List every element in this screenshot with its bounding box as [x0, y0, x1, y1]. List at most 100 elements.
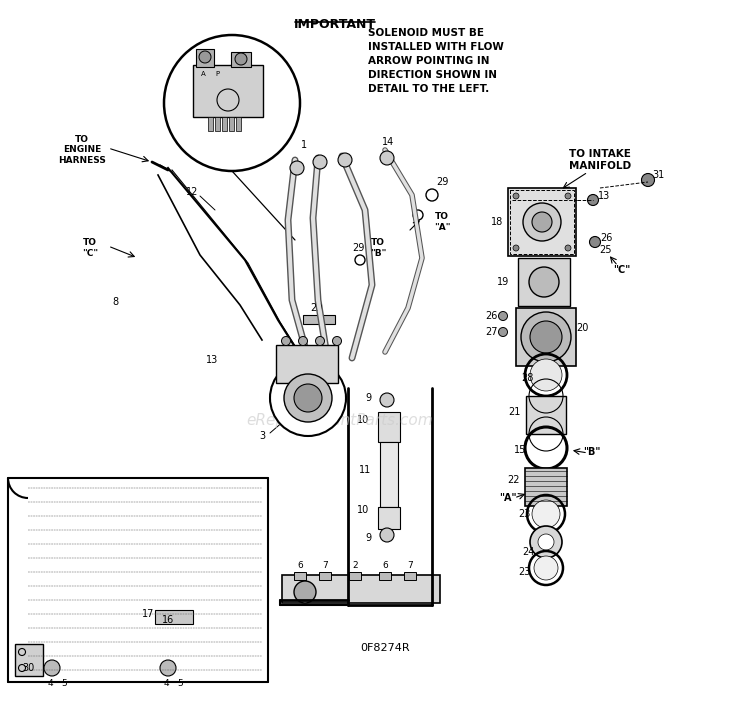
Text: 27: 27: [484, 327, 497, 337]
Text: 30: 30: [22, 663, 34, 673]
Text: 29: 29: [352, 243, 364, 253]
Bar: [196, 49, 214, 67]
Circle shape: [199, 51, 211, 63]
Circle shape: [281, 336, 290, 346]
Text: 29: 29: [436, 177, 448, 187]
Bar: [518, 258, 570, 306]
Text: TO
"B": TO "B": [370, 239, 386, 258]
Bar: [222, 117, 227, 131]
Circle shape: [534, 556, 558, 580]
Text: 15: 15: [514, 445, 526, 455]
Text: 8: 8: [112, 297, 118, 307]
Text: 1: 1: [301, 140, 307, 150]
Circle shape: [532, 500, 560, 528]
Bar: [510, 190, 574, 254]
Text: 22: 22: [507, 475, 519, 485]
Text: SOLENOID MUST BE
INSTALLED WITH FLOW
ARROW POINTING IN
DIRECTION SHOWN IN
DETAIL: SOLENOID MUST BE INSTALLED WITH FLOW ARR…: [368, 28, 504, 94]
Circle shape: [565, 193, 571, 199]
Bar: [525, 468, 567, 506]
Text: 31: 31: [652, 170, 664, 180]
Circle shape: [313, 155, 327, 169]
Text: 26: 26: [484, 311, 497, 321]
Text: 10: 10: [357, 505, 369, 515]
Text: 23: 23: [518, 509, 530, 519]
Text: TO
"C": TO "C": [82, 239, 98, 258]
Text: TO
ENGINE
HARNESS: TO ENGINE HARNESS: [58, 135, 106, 165]
Circle shape: [565, 245, 571, 251]
Circle shape: [530, 321, 562, 353]
Circle shape: [380, 393, 394, 407]
Text: 4: 4: [164, 678, 169, 687]
Text: eReplacementParts.com: eReplacementParts.com: [247, 413, 434, 428]
Circle shape: [294, 581, 316, 603]
Circle shape: [513, 245, 519, 251]
Text: 6: 6: [297, 561, 303, 571]
Text: 10: 10: [357, 415, 369, 425]
Circle shape: [380, 151, 394, 165]
Text: 29: 29: [310, 303, 322, 313]
Circle shape: [294, 384, 322, 412]
Circle shape: [290, 161, 304, 175]
Circle shape: [521, 312, 571, 362]
Bar: [229, 117, 234, 131]
Text: 2: 2: [352, 561, 358, 571]
Text: 7: 7: [407, 561, 413, 571]
Text: 28: 28: [520, 373, 533, 383]
Bar: [516, 308, 576, 366]
Text: 14: 14: [382, 137, 394, 147]
Text: 9: 9: [365, 393, 371, 403]
Circle shape: [316, 336, 325, 346]
Text: 26: 26: [600, 233, 612, 243]
Bar: [208, 117, 213, 131]
Circle shape: [499, 328, 508, 336]
Text: TO INTAKE
MANIFOLD: TO INTAKE MANIFOLD: [569, 149, 631, 171]
Text: 18: 18: [490, 217, 503, 227]
Text: 11: 11: [358, 465, 371, 475]
Bar: [526, 396, 566, 434]
Bar: [378, 507, 400, 529]
Circle shape: [587, 195, 598, 205]
Circle shape: [532, 212, 552, 232]
Bar: [380, 442, 398, 507]
Bar: [231, 52, 251, 67]
Text: 20: 20: [576, 323, 588, 333]
Text: P: P: [215, 71, 219, 77]
Text: 0F8274R: 0F8274R: [360, 643, 410, 653]
Circle shape: [160, 660, 176, 676]
Circle shape: [332, 336, 341, 346]
Text: A: A: [201, 71, 206, 77]
Circle shape: [270, 360, 346, 436]
Circle shape: [530, 526, 562, 558]
Bar: [508, 188, 576, 256]
Text: 3: 3: [259, 431, 265, 441]
Bar: [319, 572, 331, 580]
Bar: [155, 610, 193, 624]
Text: 6: 6: [382, 561, 388, 571]
Circle shape: [380, 528, 394, 542]
Circle shape: [164, 35, 300, 171]
Bar: [215, 117, 220, 131]
Circle shape: [641, 173, 655, 186]
Text: 21: 21: [508, 407, 520, 417]
Circle shape: [235, 53, 247, 65]
Text: "B": "B": [584, 447, 601, 457]
Bar: [378, 412, 400, 442]
Text: "C": "C": [614, 265, 631, 275]
Text: 17: 17: [142, 609, 154, 619]
Text: 4: 4: [47, 678, 53, 687]
Text: 12: 12: [186, 187, 198, 197]
Bar: [193, 65, 263, 117]
Text: 13: 13: [206, 355, 218, 365]
Circle shape: [499, 312, 508, 321]
Text: 7: 7: [322, 561, 328, 571]
Bar: [236, 117, 241, 131]
Circle shape: [523, 203, 561, 241]
Text: "A": "A": [500, 493, 517, 503]
Circle shape: [338, 153, 352, 167]
Circle shape: [513, 193, 519, 199]
Bar: [404, 572, 416, 580]
Text: 5: 5: [177, 678, 183, 687]
Circle shape: [529, 267, 559, 297]
Circle shape: [44, 660, 60, 676]
Bar: [282, 575, 440, 603]
